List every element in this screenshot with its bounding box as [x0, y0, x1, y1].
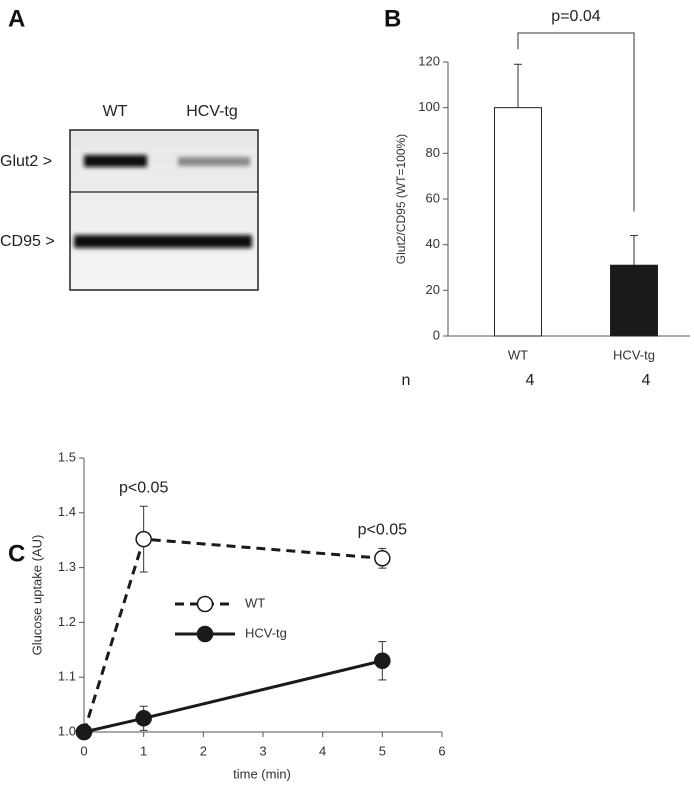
marker: [374, 652, 391, 670]
annotation: p<0.05: [119, 479, 168, 496]
lane-label: HCV-tg: [186, 103, 238, 120]
significance-bracket: [517, 32, 635, 212]
y-tick-label: 20: [426, 282, 440, 297]
y-tick-label: 60: [426, 190, 440, 205]
n-value: 4: [526, 372, 535, 389]
y-tick-label: 100: [418, 99, 440, 114]
x-tick-label: HCV-tg: [613, 347, 655, 362]
annotation: p=0.04: [551, 8, 600, 25]
x-tick-label: WT: [508, 347, 528, 362]
n-value: 4: [642, 372, 651, 389]
y-axis-label: Glucose uptake (AU): [29, 535, 44, 656]
x-tick-label: 0: [80, 743, 87, 758]
blot-image: [69, 129, 259, 291]
y-tick-label: 1.4: [58, 504, 76, 519]
y-tick-label: 1.5: [58, 449, 76, 464]
legend-marker: [196, 595, 214, 613]
y-tick-label: 40: [426, 236, 440, 251]
bar: [610, 264, 658, 337]
y-tick-label: 1.2: [58, 614, 76, 629]
lane-label: WT: [103, 103, 128, 120]
n-label: n: [402, 372, 411, 389]
series-line: [83, 659, 383, 734]
x-tick-label: 5: [379, 743, 386, 758]
annotation: p<0.05: [358, 522, 407, 539]
y-tick-label: 1.1: [58, 669, 76, 684]
row-label: Glut2 >: [0, 153, 52, 170]
x-tick-label: 2: [200, 743, 207, 758]
series-line: [82, 537, 383, 733]
marker: [135, 710, 152, 727]
y-tick-label: 120: [418, 53, 440, 68]
y-tick-label: 80: [426, 145, 440, 160]
y-tick-label: 1.3: [58, 559, 76, 574]
x-tick-label: 1: [140, 743, 147, 758]
legend-marker: [196, 625, 214, 643]
y-tick-label: 1.0: [58, 723, 76, 738]
bar: [494, 107, 542, 337]
panel-label: C: [8, 540, 25, 567]
panel-label: A: [8, 5, 25, 32]
x-axis-label: time (min): [233, 766, 291, 781]
y-axis-label: Glut2/CD95 (WT=100%): [394, 134, 408, 264]
marker: [75, 723, 93, 741]
row-label: CD95 >: [0, 233, 55, 250]
x-tick-label: 3: [259, 743, 266, 758]
legend-label: WT: [245, 595, 265, 610]
marker: [374, 550, 391, 567]
y-tick-label: 0: [433, 327, 440, 342]
legend-label: HCV-tg: [245, 625, 287, 640]
panel-label: B: [384, 5, 401, 32]
x-tick-label: 4: [319, 743, 326, 758]
x-tick-label: 6: [438, 743, 445, 758]
marker: [135, 530, 152, 548]
